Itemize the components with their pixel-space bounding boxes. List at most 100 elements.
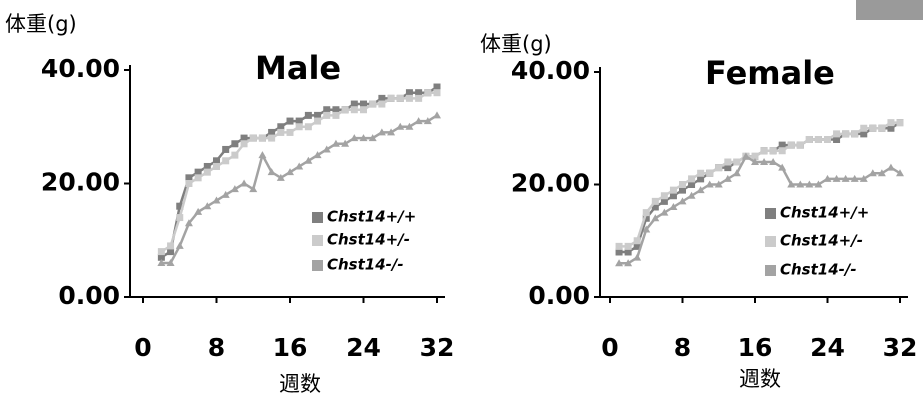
- marker: [240, 180, 248, 187]
- marker: [679, 181, 686, 188]
- marker: [342, 106, 349, 113]
- marker: [815, 136, 822, 143]
- marker: [697, 170, 704, 177]
- marker: [305, 112, 312, 119]
- marker: [433, 111, 441, 118]
- marker: [706, 170, 713, 177]
- marker: [250, 135, 257, 142]
- marker: [897, 119, 904, 126]
- x-tick-label: 24: [346, 333, 381, 362]
- marker: [851, 130, 858, 137]
- marker: [287, 129, 294, 136]
- marker: [833, 130, 840, 137]
- x-axis-label: 週数: [279, 372, 321, 396]
- x-tick-label: 0: [134, 333, 151, 362]
- marker: [314, 118, 321, 125]
- marker: [369, 101, 376, 108]
- marker: [360, 106, 367, 113]
- marker: [204, 169, 211, 176]
- series-line: [161, 93, 437, 252]
- marker: [397, 95, 404, 102]
- marker: [797, 142, 804, 149]
- marker: [406, 95, 413, 102]
- y-tick-label: 40.00: [511, 56, 590, 85]
- marker: [167, 242, 174, 249]
- marker: [424, 89, 431, 96]
- marker: [643, 209, 650, 216]
- legend-swatch: [765, 208, 776, 219]
- legend-label: Chst14+/+: [780, 204, 869, 222]
- legend-swatch: [765, 265, 776, 276]
- x-tick-label: 16: [738, 333, 773, 362]
- chart-title: Female: [705, 54, 835, 92]
- legend-swatch: [312, 260, 323, 271]
- x-tick-label: 8: [208, 333, 225, 362]
- marker: [670, 187, 677, 194]
- marker: [616, 243, 623, 250]
- series-line: [619, 123, 900, 247]
- marker: [869, 125, 876, 132]
- x-axis-label: 週数: [739, 367, 781, 391]
- marker: [195, 174, 202, 181]
- y-tick-label: 40.00: [41, 54, 120, 83]
- chart-title: Male: [255, 49, 341, 87]
- marker: [715, 164, 722, 171]
- marker: [296, 123, 303, 130]
- x-tick-label: 8: [674, 333, 691, 362]
- marker: [770, 147, 777, 154]
- marker: [258, 151, 266, 158]
- marker: [779, 147, 786, 154]
- y-tick-label: 0.00: [58, 281, 120, 310]
- legend-label: Chst14-/-: [327, 256, 404, 274]
- marker: [415, 95, 422, 102]
- legend-label: Chst14+/-: [327, 231, 410, 249]
- legend-swatch: [312, 212, 323, 223]
- marker: [176, 214, 183, 221]
- x-tick-label: 0: [601, 333, 618, 362]
- marker: [887, 119, 894, 126]
- marker: [213, 163, 220, 170]
- marker: [185, 180, 192, 187]
- marker: [287, 118, 294, 125]
- marker: [860, 125, 867, 132]
- marker: [305, 123, 312, 130]
- marker: [688, 175, 695, 182]
- marker: [625, 243, 632, 250]
- marker: [887, 164, 895, 171]
- y-axis-label: 体重(g): [480, 32, 552, 56]
- marker: [222, 146, 229, 153]
- marker: [788, 142, 795, 149]
- marker: [176, 242, 184, 249]
- y-tick-label: 20.00: [41, 168, 120, 197]
- marker: [824, 136, 831, 143]
- y-tick-label: 20.00: [511, 169, 590, 198]
- marker: [842, 130, 849, 137]
- marker: [806, 136, 813, 143]
- x-tick-label: 24: [810, 333, 845, 362]
- marker: [222, 157, 229, 164]
- y-axis-label: 体重(g): [5, 12, 77, 36]
- marker: [231, 152, 238, 159]
- marker: [434, 89, 441, 96]
- marker: [634, 237, 641, 244]
- x-tick-label: 32: [883, 333, 918, 362]
- marker: [633, 254, 641, 261]
- marker: [158, 248, 165, 255]
- marker: [277, 129, 284, 136]
- marker: [661, 192, 668, 199]
- legend-swatch: [312, 235, 323, 246]
- marker: [652, 198, 659, 205]
- marker: [388, 95, 395, 102]
- marker: [761, 147, 768, 154]
- legend-swatch: [765, 236, 776, 247]
- marker: [351, 106, 358, 113]
- marker: [323, 112, 330, 119]
- marker: [231, 140, 238, 147]
- marker: [724, 159, 731, 166]
- marker: [733, 159, 740, 166]
- legend-label: Chst14+/+: [327, 208, 416, 226]
- chart-page: 体重(g) Male 週数 0.00 20.00 40.00 0 8 16 24 32 Chst14+…: [0, 0, 923, 408]
- marker: [332, 112, 339, 119]
- marker: [241, 140, 248, 147]
- x-tick-label: 16: [273, 333, 308, 362]
